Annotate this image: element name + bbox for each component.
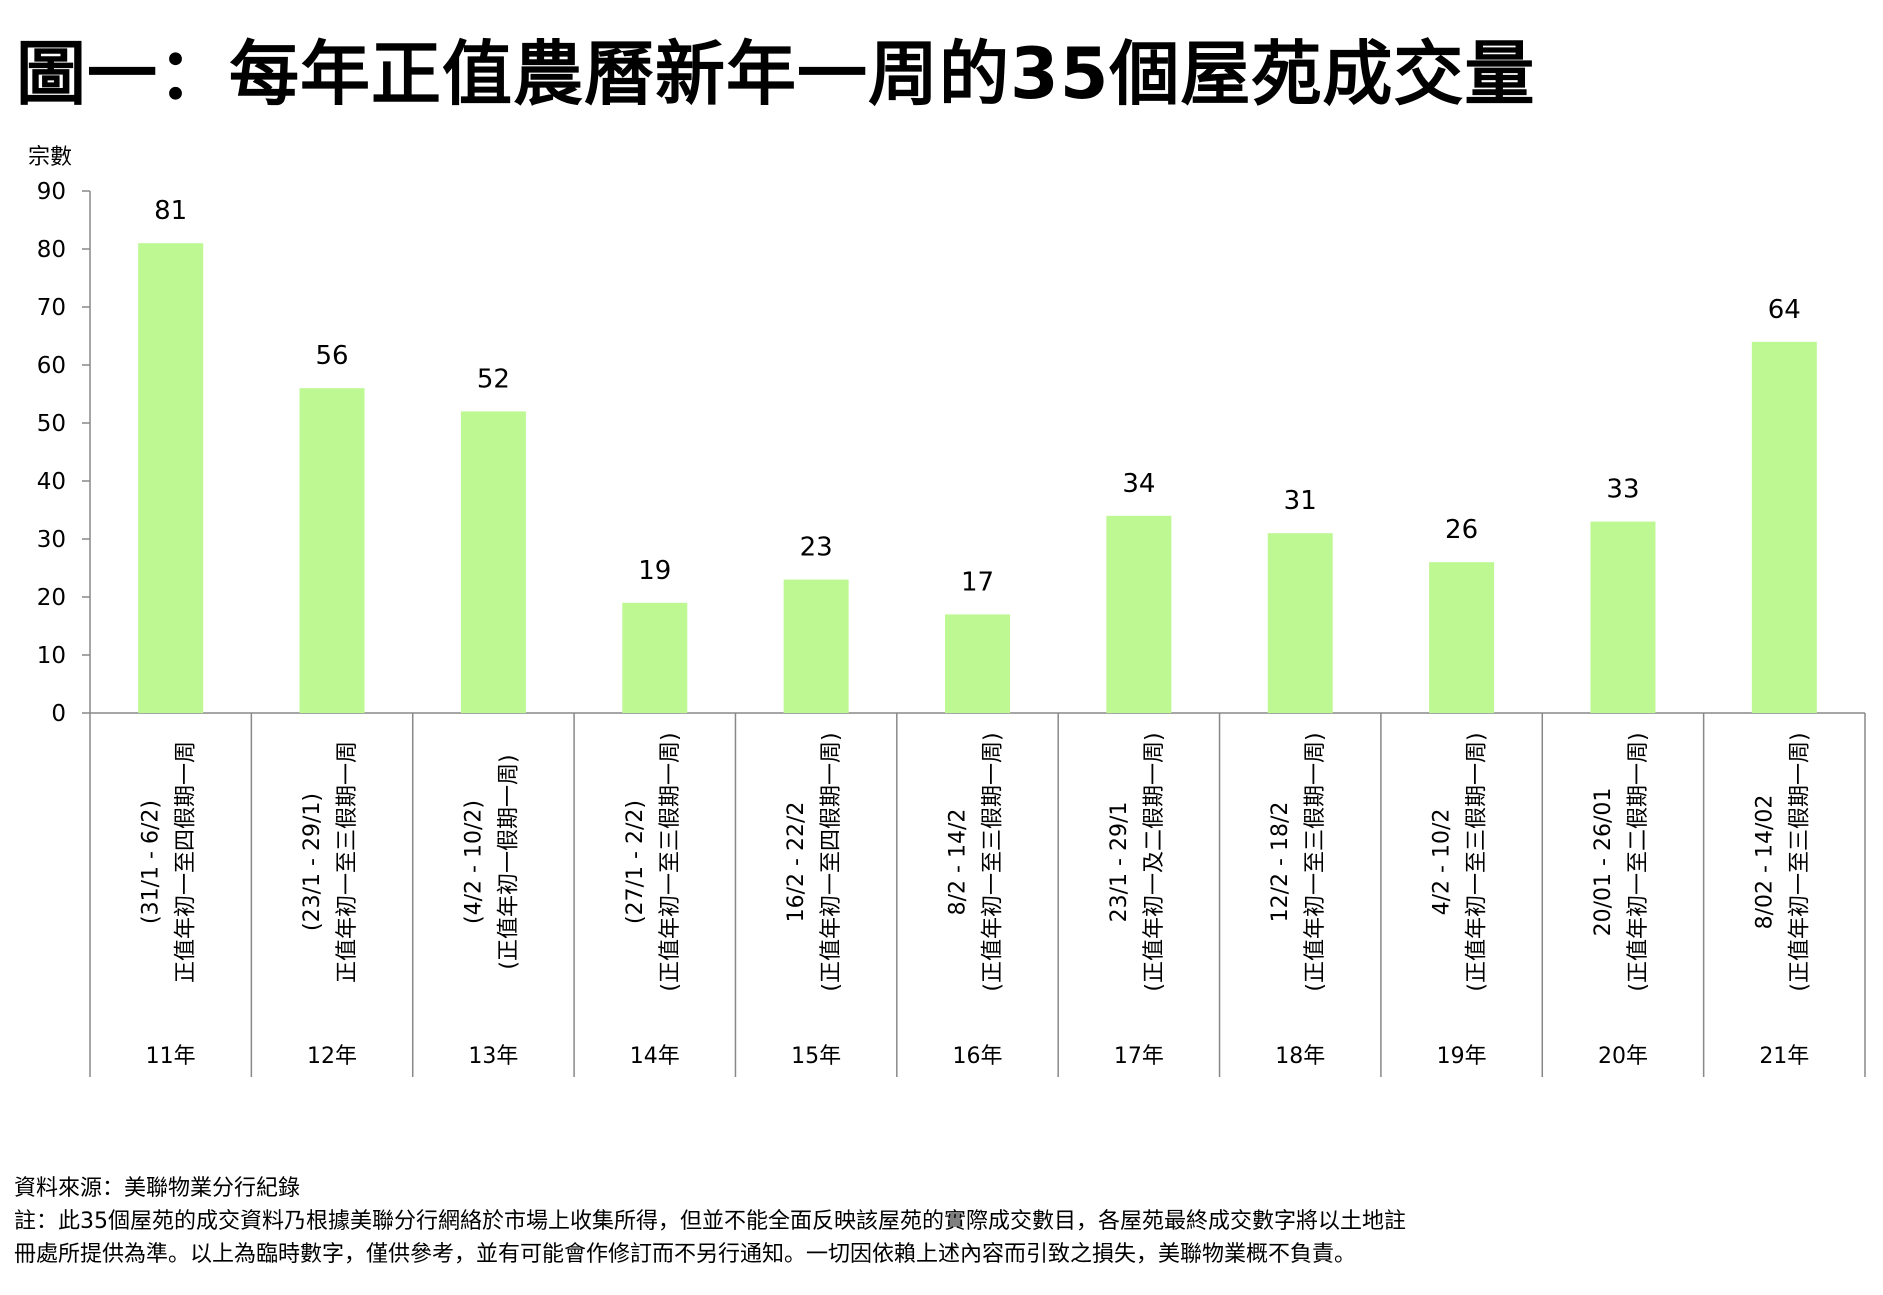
x-category-label: 21年	[1759, 1044, 1809, 1069]
data-label: 23	[800, 533, 833, 563]
footnotes: 資料來源：美聯物業分行紀錄 註：此35個屋苑的成交資料乃根據美聯分行網絡於市場上…	[14, 1172, 1406, 1271]
x-sublabel-date: 20/01 - 26/01	[1591, 788, 1616, 937]
x-sublabel-holiday: 正值年初一至四假期一周	[174, 741, 199, 983]
x-sublabel-date: 8/02 - 14/02	[1752, 795, 1777, 930]
x-sublabel-holiday: (正值年初一及二假期一周)	[1142, 732, 1167, 991]
y-tick-label: 10	[37, 643, 66, 669]
x-sublabel-date: (31/1 - 6/2)	[139, 800, 164, 924]
data-label: 33	[1606, 475, 1639, 505]
x-category-label: 19年	[1437, 1044, 1487, 1069]
x-category-label: 13年	[468, 1044, 518, 1069]
y-tick-label: 90	[37, 179, 66, 205]
x-sublabel-holiday: (正值年初一至三假期一周)	[981, 732, 1006, 991]
x-sublabel-holiday: (正值年初一至三假期一周)	[658, 732, 683, 991]
data-label: 56	[315, 341, 348, 371]
y-tick-label: 60	[37, 353, 66, 379]
chart-title: 圖一：每年正值農曆新年一周的35個屋苑成交量	[16, 33, 1536, 115]
x-category-label: 17年	[1114, 1044, 1164, 1069]
x-sublabel-holiday: (正值年初一至三假期一周)	[1787, 732, 1812, 991]
data-label: 19	[638, 556, 671, 586]
x-category-label: 11年	[146, 1044, 196, 1069]
bar	[299, 388, 365, 713]
disclaimer-line-1: 註：此35個屋苑的成交資料乃根據美聯分行網絡於市場上收集所得，但並不能全面反映該…	[14, 1209, 1406, 1234]
bar	[945, 614, 1010, 713]
x-sublabel-holiday: (正值年初一至三假期一周)	[1303, 732, 1328, 991]
disclaimer-line-2: 冊處所提供為準。以上為臨時數字，僅供參考，並有可能會作修訂而不另行通知。一切因依…	[14, 1242, 1357, 1267]
y-tick-label: 70	[37, 295, 66, 321]
x-sublabel-holiday: (正值年初一至四假期一周)	[819, 732, 844, 991]
x-category-label: 12年	[307, 1044, 357, 1069]
data-label: 81	[154, 196, 187, 226]
x-sublabel-date: (27/1 - 2/2)	[623, 800, 648, 924]
data-label: 64	[1768, 295, 1801, 325]
data-label: 31	[1284, 486, 1317, 516]
bar	[783, 579, 849, 713]
data-label: 26	[1445, 515, 1478, 545]
bar	[1429, 562, 1495, 713]
y-tick-label: 0	[51, 701, 66, 727]
bar	[460, 411, 526, 713]
x-sublabel-date: 8/2 - 14/2	[946, 809, 971, 916]
bar	[1267, 533, 1333, 713]
bar	[138, 243, 204, 713]
y-axis-label: 宗數	[28, 145, 72, 170]
y-tick-label: 20	[37, 585, 66, 611]
x-sublabel-holiday: (正值年初一至三假期一周)	[1465, 732, 1490, 991]
y-tick-label: 50	[37, 411, 66, 437]
y-tick-label: 30	[37, 527, 66, 553]
data-label: 17	[961, 567, 994, 597]
bar	[622, 602, 688, 713]
source-note: 資料來源：美聯物業分行紀錄	[14, 1176, 301, 1201]
x-sublabel-date: 4/2 - 10/2	[1430, 809, 1455, 916]
y-tick-label: 40	[37, 469, 66, 495]
x-sublabel-date: 12/2 - 18/2	[1268, 802, 1293, 923]
x-sublabel-holiday: (正值年初一至二假期一周)	[1626, 732, 1651, 991]
x-sublabel-date: (23/1 - 29/1)	[300, 793, 325, 931]
x-category-label: 15年	[791, 1044, 841, 1069]
x-sublabel-date: 23/1 - 29/1	[1107, 802, 1132, 923]
data-label: 34	[1122, 469, 1155, 499]
x-sublabel-date: (4/2 - 10/2)	[461, 800, 486, 924]
x-sublabel-holiday: 正值年初一至三假期一周	[335, 741, 360, 983]
x-category-label: 20年	[1598, 1044, 1648, 1069]
x-category-label: 18年	[1275, 1044, 1325, 1069]
x-category-label: 14年	[630, 1044, 680, 1069]
bar	[1751, 341, 1817, 713]
x-category-label: 16年	[953, 1044, 1003, 1069]
x-sublabel-date: 16/2 - 22/2	[784, 802, 809, 923]
y-tick-label: 80	[37, 237, 66, 263]
data-label: 52	[477, 364, 510, 394]
bar	[1590, 521, 1656, 713]
bar-chart: 宗數 0 10 20 30 40 50 60 70 80 90 81 (31/1 - 6/2) 正值年初一…	[28, 145, 1866, 1077]
bar	[1106, 515, 1172, 713]
x-sublabel-holiday: (正值年初一假期一周)	[496, 754, 521, 969]
